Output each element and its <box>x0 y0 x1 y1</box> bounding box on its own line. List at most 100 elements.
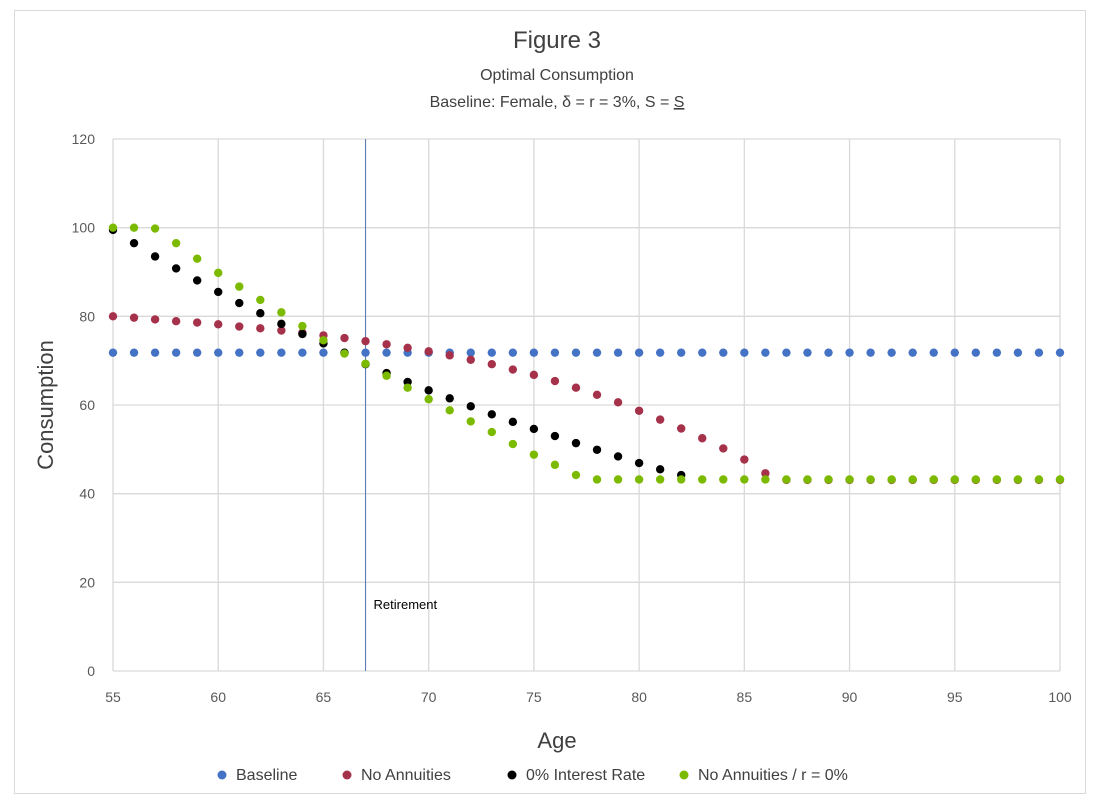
x-tick-label: 60 <box>210 689 226 705</box>
x-tick-label: 100 <box>1048 689 1072 705</box>
retirement-label: Retirement <box>374 597 438 612</box>
legend-marker <box>218 771 227 780</box>
data-point <box>193 348 201 356</box>
legend-item: 0% Interest Rate <box>508 767 646 784</box>
data-point <box>1035 348 1043 356</box>
legend-label: No Annuities / r = 0% <box>698 767 848 784</box>
data-point <box>593 391 601 399</box>
data-point <box>361 337 369 345</box>
legend-item: Baseline <box>218 767 298 784</box>
data-point <box>130 348 138 356</box>
data-point <box>551 348 559 356</box>
data-point <box>235 299 243 307</box>
data-point <box>382 372 390 380</box>
data-point <box>972 475 980 483</box>
data-point <box>740 455 748 463</box>
data-point <box>551 461 559 469</box>
data-point <box>719 444 727 452</box>
data-point <box>887 475 895 483</box>
data-point <box>467 402 475 410</box>
data-point <box>130 223 138 231</box>
chart-subtitle-2: Baseline: Female, δ = r = 3%, S = S <box>430 94 685 111</box>
data-point <box>1014 348 1022 356</box>
data-point <box>740 348 748 356</box>
tick-labels: 0 20 40 60 80 100 120 55 60 65 70 75 80 85 90 95 100 <box>72 131 1072 705</box>
data-point <box>677 475 685 483</box>
data-point <box>235 282 243 290</box>
data-point <box>572 348 580 356</box>
data-point <box>256 324 264 332</box>
y-tick-label: 100 <box>72 220 96 236</box>
data-point <box>1035 475 1043 483</box>
data-point <box>551 377 559 385</box>
data-point <box>488 348 496 356</box>
data-point <box>509 418 517 426</box>
data-point <box>551 432 559 440</box>
data-point <box>298 322 306 330</box>
data-point <box>424 347 432 355</box>
x-tick-label: 70 <box>421 689 437 705</box>
data-point <box>256 309 264 317</box>
data-point <box>256 348 264 356</box>
data-point <box>803 475 811 483</box>
data-point <box>193 276 201 284</box>
data-point <box>824 348 832 356</box>
data-point <box>866 348 874 356</box>
data-point <box>614 475 622 483</box>
data-point <box>467 356 475 364</box>
data-point <box>424 395 432 403</box>
x-tick-label: 85 <box>737 689 753 705</box>
data-point <box>719 475 727 483</box>
data-point <box>1014 475 1022 483</box>
legend-marker <box>343 771 352 780</box>
data-point <box>656 465 664 473</box>
y-tick-label: 120 <box>72 131 96 147</box>
data-point <box>698 434 706 442</box>
chart-title: Figure 3 <box>513 27 601 54</box>
data-point <box>172 239 180 247</box>
data-point <box>887 348 895 356</box>
data-point <box>572 439 580 447</box>
data-point <box>382 340 390 348</box>
data-point <box>951 348 959 356</box>
data-point <box>488 360 496 368</box>
data-point <box>677 348 685 356</box>
legend-marker <box>680 771 689 780</box>
data-point <box>172 317 180 325</box>
data-point <box>530 450 538 458</box>
data-point <box>614 348 622 356</box>
data-point <box>256 296 264 304</box>
series-1 <box>109 312 1064 484</box>
data-point <box>424 386 432 394</box>
data-point <box>235 348 243 356</box>
data-point <box>214 288 222 296</box>
data-point <box>656 348 664 356</box>
x-tick-label: 95 <box>947 689 963 705</box>
data-point <box>446 394 454 402</box>
y-tick-label: 60 <box>79 397 95 413</box>
data-point <box>930 348 938 356</box>
x-axis-title: Age <box>537 728 576 753</box>
data-point <box>930 475 938 483</box>
x-tick-label: 75 <box>526 689 542 705</box>
data-point <box>593 348 601 356</box>
x-tick-label: 90 <box>842 689 858 705</box>
data-point <box>698 475 706 483</box>
data-point <box>488 410 496 418</box>
legend-label: Baseline <box>236 767 297 784</box>
data-point <box>677 424 685 432</box>
data-point <box>214 320 222 328</box>
data-point <box>509 440 517 448</box>
data-point <box>403 384 411 392</box>
data-point <box>908 475 916 483</box>
y-tick-label: 0 <box>87 663 95 679</box>
legend-label: No Annuities <box>361 767 451 784</box>
data-point <box>614 452 622 460</box>
data-point <box>530 371 538 379</box>
data-point <box>635 475 643 483</box>
y-tick-label: 80 <box>79 308 95 324</box>
data-point <box>488 428 496 436</box>
data-point <box>824 475 832 483</box>
y-tick-label: 40 <box>79 486 95 502</box>
